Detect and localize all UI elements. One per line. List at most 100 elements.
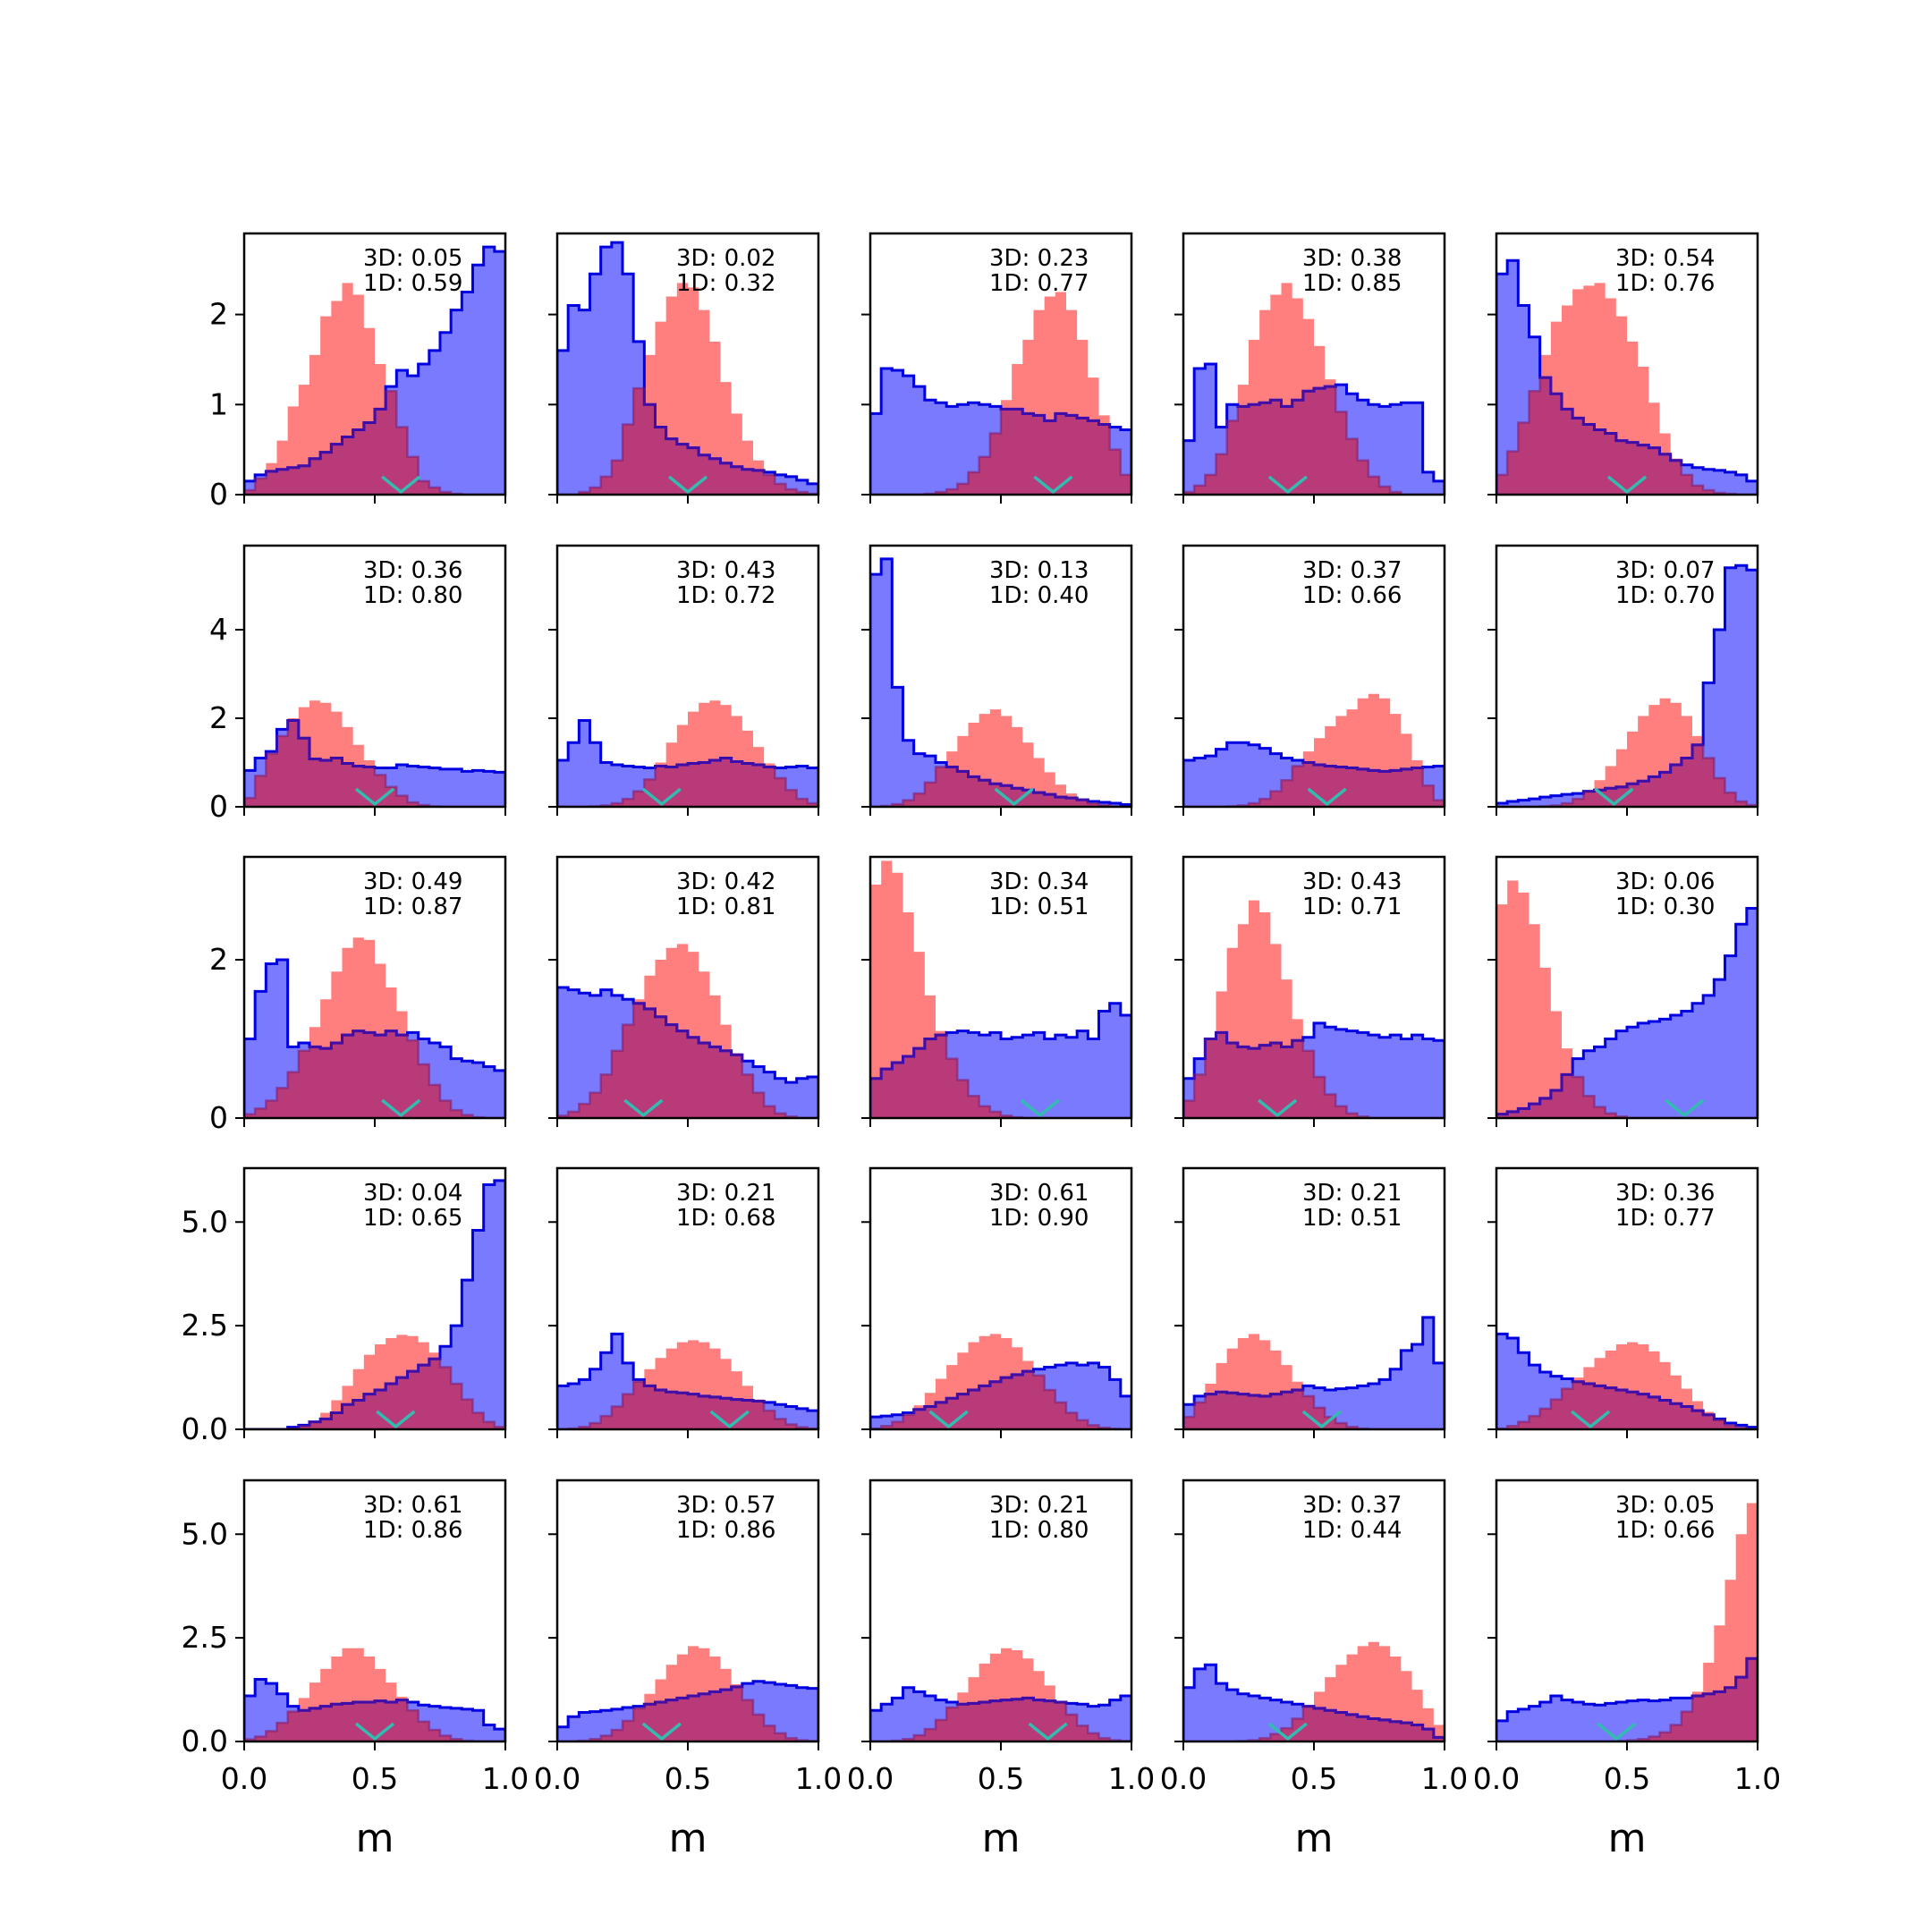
plot-area xyxy=(244,1179,505,1429)
x-axis-label: m xyxy=(1295,1816,1334,1861)
red-histogram-fill xyxy=(244,283,505,495)
marker-v-icon xyxy=(1267,475,1308,495)
marker-v-icon xyxy=(928,1410,969,1429)
label-3d: 3D: 0.61 xyxy=(989,1180,1089,1207)
label-3d: 3D: 0.42 xyxy=(676,869,775,895)
label-1d: 1D: 0.59 xyxy=(363,270,462,297)
label-3d: 3D: 0.61 xyxy=(363,1492,462,1519)
marker-v-icon xyxy=(376,1410,416,1429)
plot-area xyxy=(870,860,1131,1118)
overlap-outline xyxy=(870,408,1131,495)
y-tick-label: 0.0 xyxy=(182,1724,228,1758)
x-axis-label: m xyxy=(356,1816,394,1861)
overlap-outline xyxy=(1183,385,1445,495)
x-tick-label: 1.0 xyxy=(795,1761,842,1796)
overlap-histogram-fill xyxy=(557,1381,818,1429)
label-1d: 1D: 0.30 xyxy=(1615,894,1715,920)
label-1d: 1D: 0.81 xyxy=(676,894,775,920)
overlap-histogram-fill xyxy=(1183,762,1445,807)
plot-area xyxy=(244,1648,505,1741)
plot-area xyxy=(1183,900,1445,1118)
marker-v-icon xyxy=(1033,475,1073,495)
overlap-outline xyxy=(557,1685,818,1741)
label-3d: 3D: 0.06 xyxy=(1615,869,1715,895)
x-axis-label: m xyxy=(982,1816,1021,1861)
overlap-outline xyxy=(1183,1031,1445,1118)
label-1d: 1D: 0.86 xyxy=(676,1517,775,1544)
plot-area xyxy=(1496,880,1758,1118)
overlap-outline xyxy=(1183,761,1445,807)
label-1d: 1D: 0.77 xyxy=(1615,1205,1715,1232)
overlap-outline xyxy=(1496,376,1758,495)
label-1d: 1D: 0.51 xyxy=(1302,1205,1402,1232)
marker-v-icon xyxy=(1301,1410,1342,1429)
label-1d: 1D: 0.66 xyxy=(1615,1517,1715,1544)
overlap-outline xyxy=(870,1033,1131,1118)
label-3d: 3D: 0.23 xyxy=(989,245,1089,272)
y-tick-label: 0.0 xyxy=(182,1411,228,1446)
overlap-outline xyxy=(244,1699,505,1741)
overlap-outline xyxy=(244,1357,505,1429)
plot-area xyxy=(1183,693,1445,807)
overlap-histogram-fill xyxy=(1183,1389,1445,1429)
label-3d: 3D: 0.05 xyxy=(363,245,462,272)
label-3d: 3D: 0.07 xyxy=(1615,557,1715,584)
label-3d: 3D: 0.21 xyxy=(676,1180,775,1207)
overlap-histogram-fill xyxy=(557,388,818,495)
marker-v-icon xyxy=(381,475,421,495)
x-tick-label: 0.5 xyxy=(1291,1761,1337,1796)
label-1d: 1D: 0.76 xyxy=(1615,270,1715,297)
plot-area xyxy=(1183,1316,1445,1429)
label-1d: 1D: 0.32 xyxy=(676,270,775,297)
overlap-outline xyxy=(1496,1657,1758,1741)
red-histogram-fill xyxy=(1496,880,1758,1118)
label-3d: 3D: 0.36 xyxy=(1615,1180,1715,1207)
y-tick-label: 2.5 xyxy=(182,1308,228,1343)
x-axis-label: m xyxy=(669,1816,708,1861)
y-tick-label: 0 xyxy=(209,789,228,824)
overlap-outline xyxy=(557,1380,818,1429)
x-tick-label: 0.0 xyxy=(1160,1761,1207,1796)
x-tick-label: 0.0 xyxy=(534,1761,580,1796)
plot-area xyxy=(557,1646,818,1741)
label-1d: 1D: 0.71 xyxy=(1302,894,1402,920)
x-tick-label: 1.0 xyxy=(1734,1761,1781,1796)
plot-area xyxy=(557,700,818,807)
label-3d: 3D: 0.37 xyxy=(1302,1492,1402,1519)
label-1d: 1D: 0.77 xyxy=(989,270,1089,297)
plot-area xyxy=(870,557,1131,807)
y-tick-label: 4 xyxy=(209,612,228,647)
y-tick-label: 2.5 xyxy=(182,1620,228,1655)
x-tick-label: 0.0 xyxy=(221,1761,267,1796)
marker-v-icon xyxy=(641,787,682,807)
plot-area xyxy=(1183,1641,1445,1741)
marker-v-icon xyxy=(623,1098,664,1118)
label-1d: 1D: 0.68 xyxy=(676,1205,775,1232)
overlap-outline xyxy=(557,757,818,807)
overlap-outline xyxy=(244,389,505,495)
overlap-outline xyxy=(557,1002,818,1118)
y-tick-label: 2 xyxy=(209,700,228,735)
marker-v-icon xyxy=(994,787,1034,807)
marker-v-icon xyxy=(1307,787,1347,807)
y-tick-label: 2 xyxy=(209,297,228,332)
overlap-outline xyxy=(244,1030,505,1118)
overlap-outline xyxy=(1183,1388,1445,1429)
x-tick-label: 0.5 xyxy=(978,1761,1024,1796)
marker-v-icon xyxy=(1028,1722,1068,1741)
label-1d: 1D: 0.80 xyxy=(363,582,462,609)
x-tick-label: 1.0 xyxy=(1108,1761,1155,1796)
blue-histogram-fill xyxy=(244,247,505,495)
overlap-histogram-fill xyxy=(244,391,505,495)
plot-area xyxy=(1183,283,1445,495)
label-3d: 3D: 0.04 xyxy=(363,1180,462,1207)
label-3d: 3D: 0.36 xyxy=(363,557,462,584)
